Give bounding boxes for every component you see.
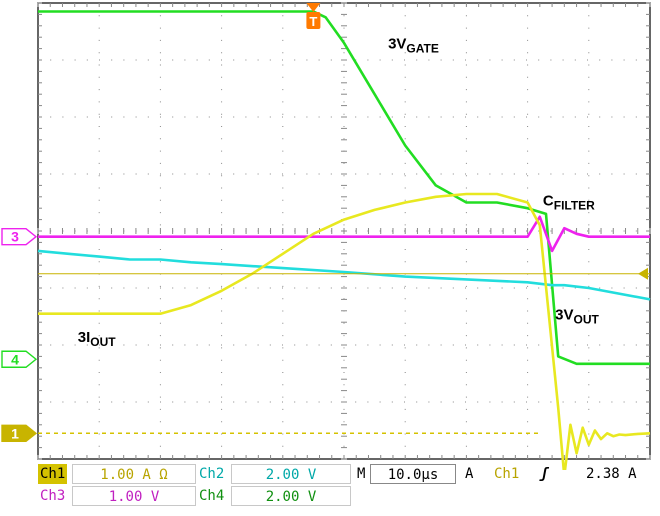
svg-text:1: 1: [11, 425, 19, 441]
channel-marker-1: 1: [1, 424, 38, 443]
series-trace-3i-out: [38, 192, 651, 470]
trace-annotation: 3IOUT: [78, 329, 117, 349]
status-bar: Ch1 1.00 A Ω Ch2 2.00 V M 10.0µs A Ch1 ʃ…: [0, 462, 660, 516]
series-trace-3v-out: [37, 249, 651, 301]
grid: [37, 2, 651, 460]
timebase-value: 10.0µs: [370, 464, 456, 484]
svg-text:4: 4: [11, 351, 19, 367]
ch4-label: Ch4: [199, 488, 225, 504]
svg-text:3: 3: [11, 229, 19, 245]
trace-annotation: 3VOUT: [555, 306, 599, 326]
ch4-scale: 2.00 V: [231, 486, 351, 506]
trace-annotations: 3VGATE CFILTER 3VOUT 3IOUT: [78, 36, 600, 350]
ch2-scale: 2.00 V: [231, 464, 351, 484]
trigger-source: Ch1: [494, 466, 520, 482]
series-trace-c-filter: [38, 215, 650, 253]
trace-annotation: CFILTER: [543, 192, 595, 212]
ch2-label: Ch2: [199, 466, 225, 482]
ch3-label: Ch3: [40, 488, 66, 504]
trigger-position-marker: T: [306, 3, 321, 29]
timebase-label: M: [357, 466, 366, 482]
trigger-level-value: 2.38 A: [586, 466, 637, 482]
series-trace-3v-gate: [38, 10, 650, 366]
channel-marker-4: 4: [1, 350, 38, 368]
trigger-slope-icon: ʃ: [540, 466, 549, 482]
svg-text:T: T: [309, 14, 317, 29]
trigger-mode: A: [465, 466, 474, 482]
channel-markers: 3 4 1: [1, 228, 38, 443]
trigger-level-arrow-icon: [638, 267, 648, 280]
oscilloscope-display: 3 4 1 T 3VGATE CFILTER 3VOUT 3IOUT: [1, 2, 651, 470]
trace-annotation: 3VGATE: [388, 36, 439, 56]
traces: [37, 10, 651, 470]
ch1-label: Ch1: [38, 464, 68, 484]
ch3-scale: 1.00 V: [72, 486, 196, 506]
ch1-scale: 1.00 A Ω: [72, 464, 196, 484]
channel-marker-3: 3: [1, 228, 38, 246]
